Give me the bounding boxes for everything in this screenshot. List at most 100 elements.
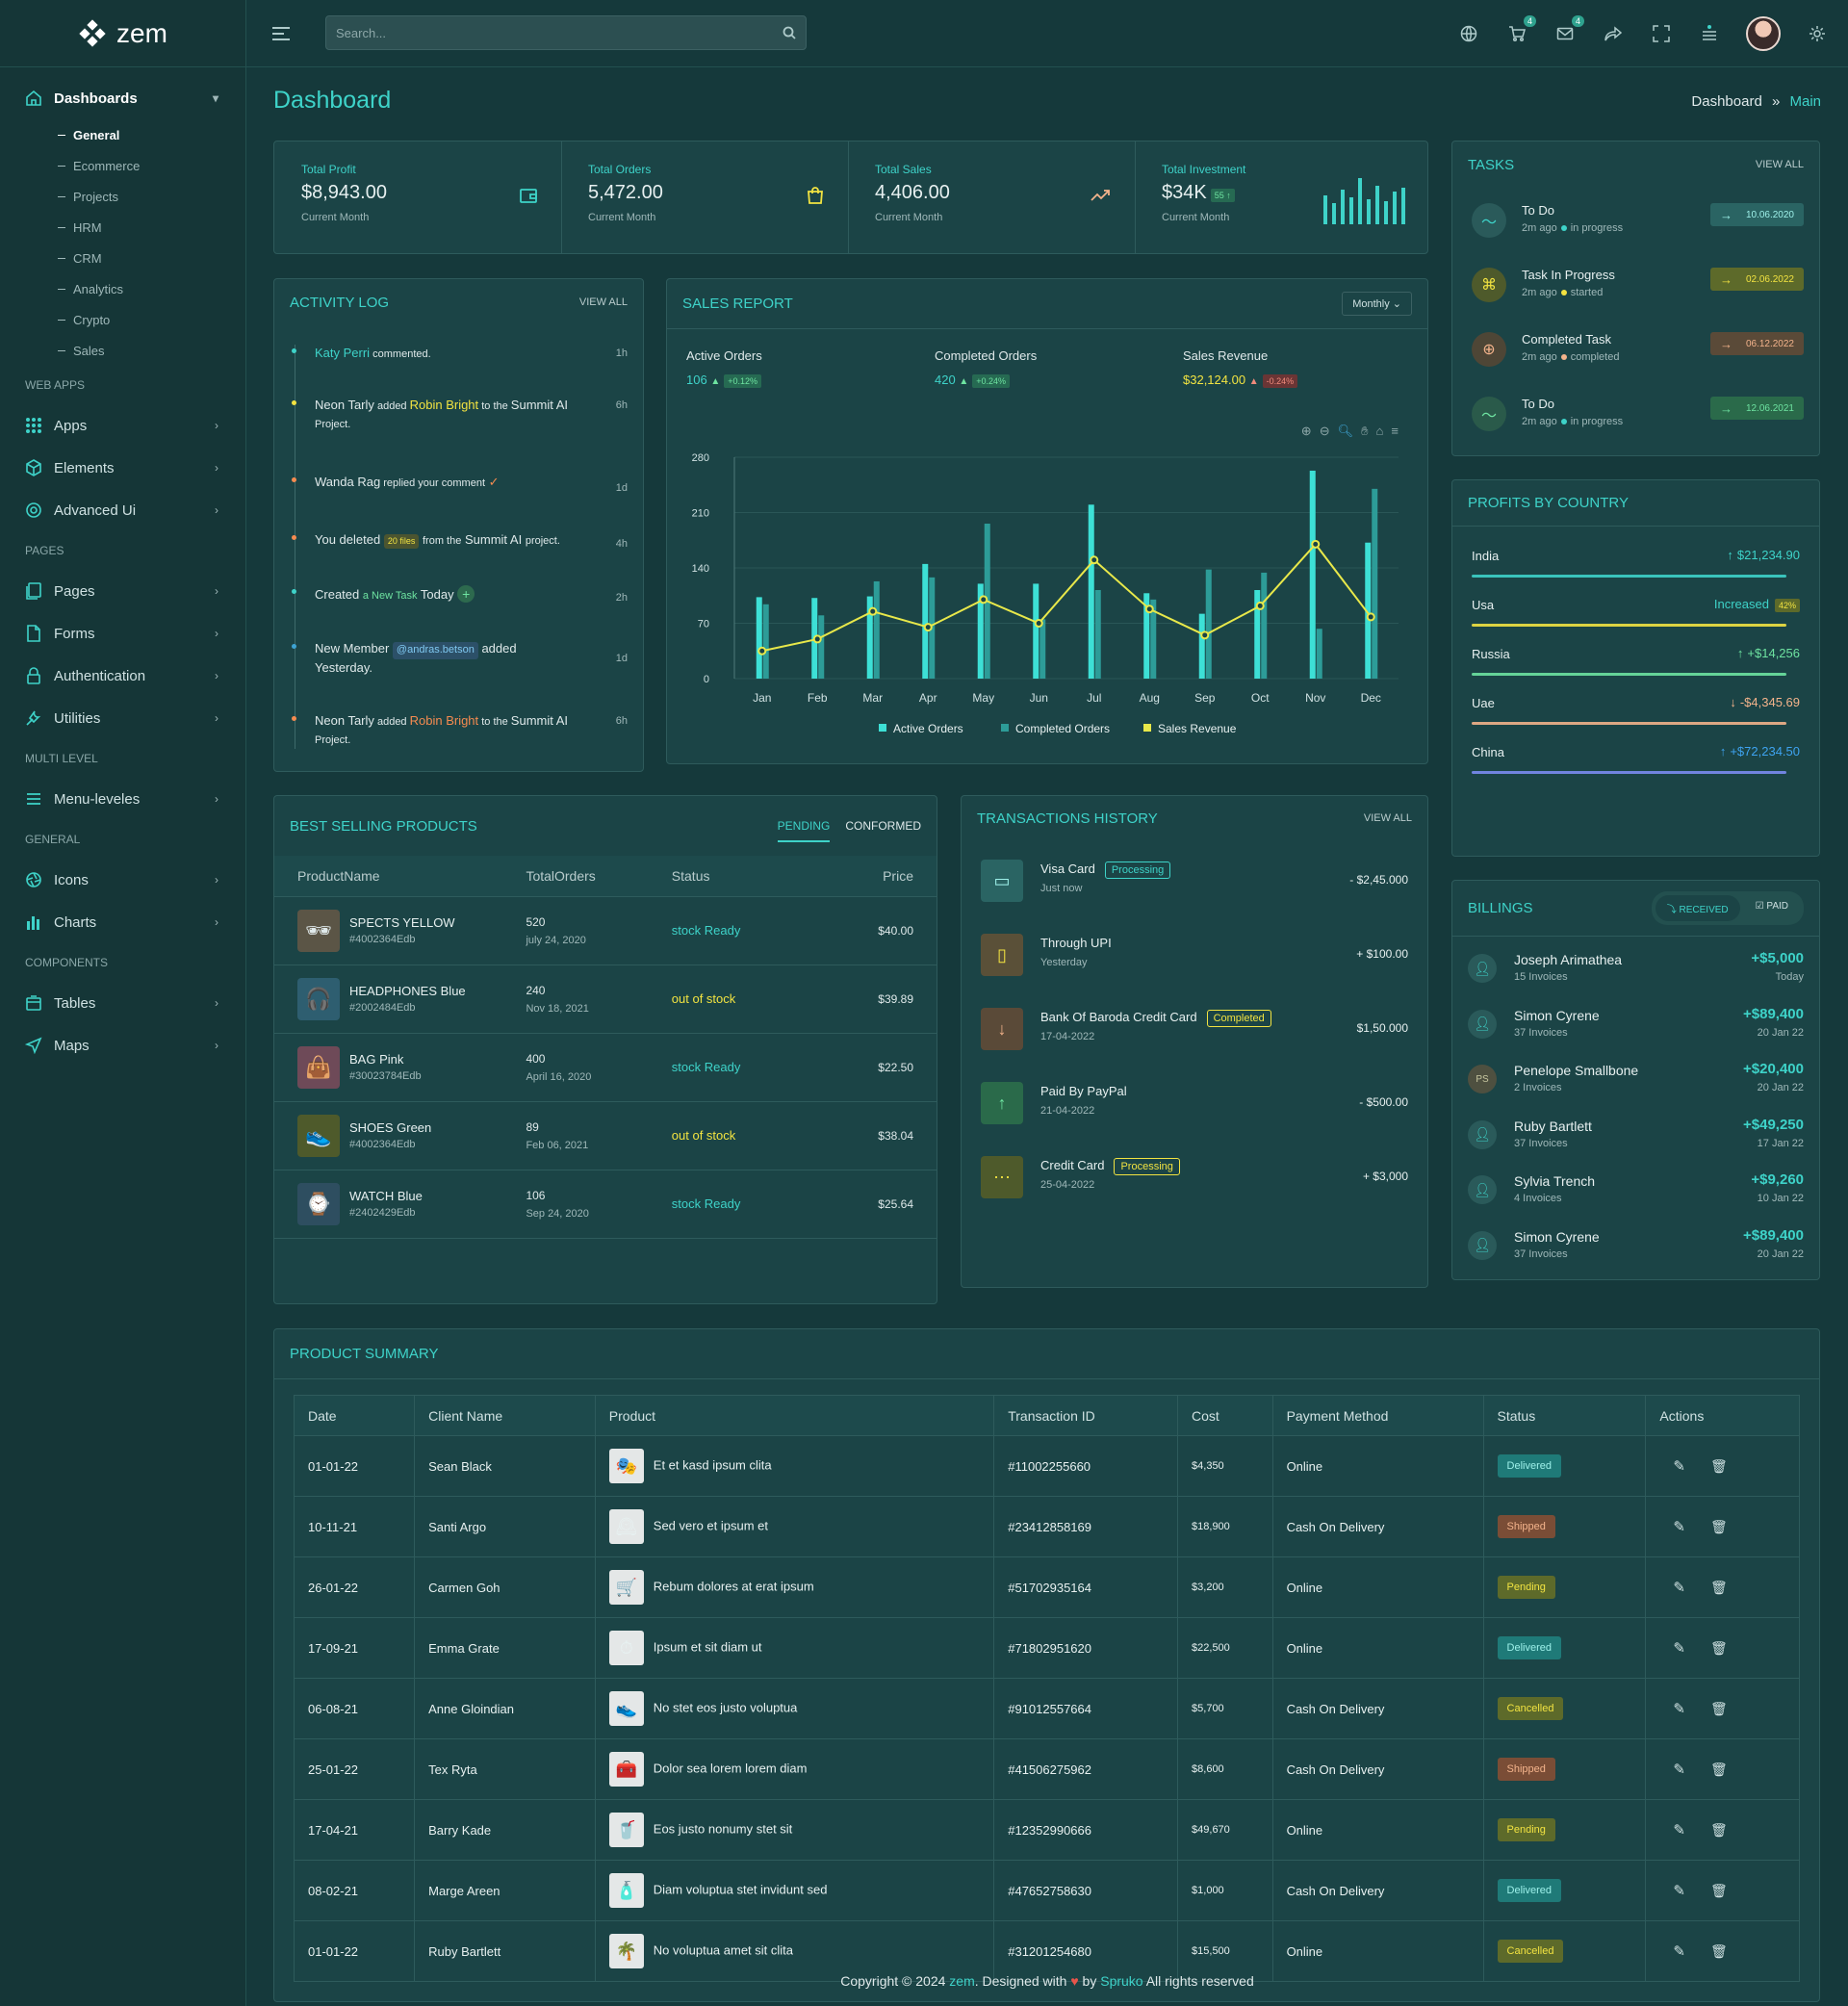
table-row[interactable]: 17-09-21 Emma Grate ⏱ Ipsum et sit diam ut #… [293,1617,1800,1679]
trash-icon[interactable]: 🗑︎ [1710,1640,1728,1656]
logo[interactable]: zem [0,0,245,67]
table-row[interactable]: 🎧 HEADPHONES Blue #2002484Edb 240 Nov 18, 20… [274,964,937,1034]
table-row[interactable]: 👜 BAG Pink #30023784Edb 400 April 16, 2020 st… [274,1033,937,1102]
transaction-item[interactable]: ▭ Visa Card Processing Just now - $2,45.000 [981,860,1408,904]
table-row[interactable]: 26-01-22 Carmen Goh 🛒 Rebum dolores at erat… [293,1556,1800,1618]
trash-icon[interactable]: 🗑︎ [1710,1762,1728,1777]
edit-icon[interactable]: ✎ [1673,1519,1685,1535]
view-all-link[interactable]: VIEW ALL [1363,812,1412,824]
tab-pending[interactable]: PENDING [777,819,831,842]
transaction-item[interactable]: ▯ Through UPI Yesterday + $100.00 [981,934,1408,978]
tab-conformed[interactable]: CONFORMED [845,819,921,833]
chart-menu-icon[interactable]: ≡ [1391,424,1399,438]
table-row[interactable]: ⌚ WATCH Blue #2402429Edb 106 Sep 24, 2020 sto… [274,1170,937,1239]
task-item[interactable]: 〜 To Do 2m ago in progress → 10.06.2020 [1468,203,1804,251]
sidebar-item-charts[interactable]: Charts › [0,901,245,943]
edit-icon[interactable]: ✎ [1673,1580,1685,1596]
period-select[interactable]: Monthly ⌄ [1342,292,1412,316]
sidebar-sub-projects[interactable]: Projects [0,181,245,212]
table-row[interactable]: 17-04-21 Barry Kade 🥤 Eos justo nonumy stet… [293,1799,1800,1861]
activity-user[interactable]: Katy Perri [315,346,371,360]
legend-label[interactable]: Completed Orders [1015,722,1110,735]
sidebar-sub-hrm[interactable]: HRM [0,212,245,243]
plus-icon[interactable]: + [457,585,475,603]
edit-icon[interactable]: ✎ [1673,1640,1685,1657]
zoom-in-icon[interactable]: ⊕ [1300,424,1312,438]
hamburger-icon[interactable] [271,25,291,42]
trash-icon[interactable]: 🗑︎ [1710,1701,1728,1716]
sidebar-item-elements[interactable]: Elements › [0,447,245,489]
table-row[interactable]: 01-01-22 Ruby Bartlett 🌴 No voluptua amet s… [293,1920,1800,1982]
table-row[interactable]: 25-01-22 Tex Ryta 🧰 Dolor sea lorem lorem d… [293,1738,1800,1800]
view-all-link[interactable]: VIEW ALL [1755,159,1804,170]
cart-icon[interactable]: 4 [1505,15,1536,45]
table-row[interactable]: 10-11-21 Santi Argo 🕰 Sed vero et ipsum et #… [293,1496,1800,1557]
trash-icon[interactable]: 🗑︎ [1710,1883,1728,1898]
edit-icon[interactable]: ✎ [1673,1701,1685,1717]
table-row[interactable]: 01-01-22 Sean Black 🎭 Et et kasd ipsum clit… [293,1435,1800,1497]
sidebar-item-utilities[interactable]: Utilities › [0,697,245,739]
task-item[interactable]: ⌘ Task In Progress 2m ago started → 02.06.202… [1468,268,1804,316]
sidebar-item-dashboards[interactable]: Dashboards ▾ [0,77,245,119]
view-all-link[interactable]: VIEW ALL [578,296,628,308]
activity-target[interactable]: Robin Bright [409,713,479,728]
trash-icon[interactable]: 🗑︎ [1710,1580,1728,1595]
trash-icon[interactable]: 🗑︎ [1710,1822,1728,1838]
activity-target[interactable]: Robin Bright [409,398,479,412]
breadcrumb-item[interactable]: Dashboard [1691,93,1762,110]
legend-label[interactable]: Active Orders [893,722,963,735]
notifications-icon[interactable] [1698,22,1721,45]
billing-item[interactable]: 👤︎ Simon Cyrene 37 Invoices +$89,400 20 Jan … [1468,1006,1804,1044]
edit-icon[interactable]: ✎ [1673,1458,1685,1475]
fullscreen-icon[interactable] [1650,22,1673,45]
sidebar-sub-general[interactable]: General [0,119,245,150]
sidebar-item-apps[interactable]: Apps › [0,404,245,447]
legend-label[interactable]: Sales Revenue [1158,722,1237,735]
edit-icon[interactable]: ✎ [1673,1762,1685,1778]
transaction-item[interactable]: ↑ Paid By PayPal 21-04-2022 - $500.00 [981,1082,1408,1126]
tab-paid[interactable]: ☑ PAID [1744,895,1800,921]
footer-author-link[interactable]: Spruko [1100,1973,1143,1989]
billing-item[interactable]: PS Penelope Smallbone 2 Invoices +$20,400 20… [1468,1061,1804,1099]
activity-task[interactable]: a New Task [362,590,418,602]
edit-icon[interactable]: ✎ [1673,1943,1685,1960]
task-date-button[interactable]: → 12.06.2021 [1709,397,1804,420]
task-date-button[interactable]: → 10.06.2020 [1709,203,1804,226]
search-icon[interactable] [783,26,796,39]
task-date-button[interactable]: → 02.06.2022 [1709,268,1804,291]
sidebar-sub-crm[interactable]: CRM [0,243,245,273]
edit-icon[interactable]: ✎ [1673,1883,1685,1899]
sidebar-sub-crypto[interactable]: Crypto [0,304,245,335]
table-row[interactable]: 08-02-21 Marge Areen 🧴 Diam voluptua stet i… [293,1860,1800,1921]
footer-brand-link[interactable]: zem [949,1973,975,1989]
table-row[interactable]: 06-08-21 Anne Gloindian 👟 No stet eos justo… [293,1678,1800,1739]
sidebar-sub-analytics[interactable]: Analytics [0,273,245,304]
table-row[interactable]: 👟 SHOES Green #4002364Edb 89 Feb 06, 2021 out… [274,1101,937,1170]
sidebar-item-maps[interactable]: Maps › [0,1024,245,1067]
user-avatar[interactable] [1746,16,1781,51]
tab-received[interactable]: ⤵ RECEIVED [1655,895,1740,921]
billing-item[interactable]: 👤︎ Sylvia Trench 4 Invoices +$9,260 10 Jan 2… [1468,1171,1804,1210]
trash-icon[interactable]: 🗑︎ [1710,1943,1728,1959]
table-row[interactable]: 🕶 SPECTS YELLOW #4002364Edb 520 july 24, 202… [274,896,937,965]
sidebar-item-forms[interactable]: Forms › [0,612,245,655]
sidebar-item-authentication[interactable]: Authentication › [0,655,245,697]
billing-item[interactable]: 👤︎ Ruby Bartlett 37 Invoices +$49,250 17 Jan… [1468,1117,1804,1155]
sidebar-item-pages[interactable]: Pages › [0,570,245,612]
sidebar-sub-sales[interactable]: Sales [0,335,245,366]
pan-hand-icon[interactable]: ✋︎ [1361,424,1369,438]
globe-icon[interactable] [1457,22,1480,45]
task-item[interactable]: ⊕ Completed Task 2m ago completed → 06.12.202… [1468,332,1804,380]
billing-item[interactable]: 👤︎ Joseph Arimathea 15 Invoices +$5,000 Toda… [1468,950,1804,989]
transaction-item[interactable]: ↓ Bank Of Baroda Credit Card Completed 17-0… [981,1008,1408,1052]
settings-gear-icon[interactable] [1806,22,1829,45]
sidebar-item-advanced-ui[interactable]: Advanced Ui › [0,489,245,531]
edit-icon[interactable]: ✎ [1673,1822,1685,1839]
search-zoom-icon[interactable]: 🔍︎ [1337,424,1354,438]
trash-icon[interactable]: 🗑︎ [1710,1519,1728,1534]
sidebar-sub-ecommerce[interactable]: Ecommerce [0,150,245,181]
sidebar-item-tables[interactable]: Tables › [0,982,245,1024]
transaction-item[interactable]: ⋯ Credit Card Processing 25-04-2022 + $3,000 [981,1156,1408,1200]
share-icon[interactable] [1602,22,1625,45]
task-item[interactable]: 〜 To Do 2m ago in progress → 12.06.2021 [1468,397,1804,445]
